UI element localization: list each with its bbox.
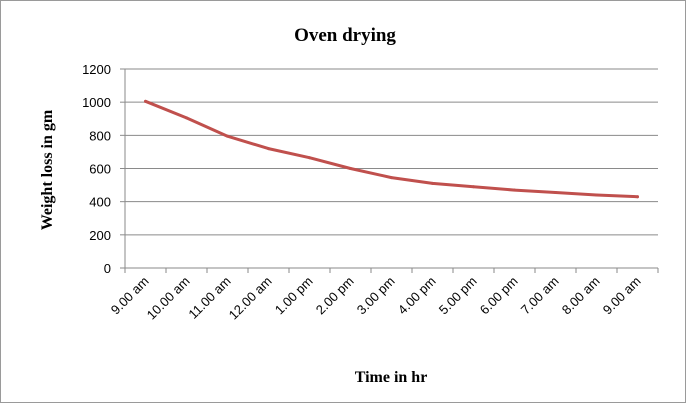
data-point [431, 181, 434, 185]
y-tick-label: 800 [89, 128, 111, 143]
data-point [513, 188, 516, 192]
gridlines [125, 68, 658, 236]
data-point [472, 185, 475, 189]
x-tick-label: 12.00 am [226, 274, 275, 323]
data-point [554, 191, 557, 195]
y-tick-label: 0 [104, 261, 111, 276]
data-point [144, 99, 147, 103]
x-tick-label: 3.00 pm [354, 274, 398, 318]
y-tick-label: 600 [89, 162, 111, 177]
y-tick-label: 1000 [82, 95, 111, 110]
data-point [308, 156, 311, 160]
data-point [595, 193, 598, 197]
y-tick-label: 1200 [82, 62, 111, 77]
data-point [390, 176, 393, 180]
x-tick-label: 7.00 am [518, 274, 562, 318]
chart-title: Oven drying [294, 25, 396, 46]
data-point [226, 134, 229, 138]
axes [120, 68, 659, 273]
series-line [144, 99, 639, 199]
x-tick-label: 1.00 pm [272, 274, 316, 318]
series-group [144, 99, 639, 199]
data-point [636, 195, 639, 199]
x-tick-label: 8.00 am [559, 274, 603, 318]
data-point [185, 116, 188, 120]
y-tick-label: 200 [89, 228, 111, 243]
data-point [349, 167, 352, 170]
x-tick-label: 10.00 am [144, 274, 193, 323]
y-axis-title: Weight loss in gm [39, 109, 56, 230]
y-tick-labels: 0 200 400 600 800 1000 1200 [82, 62, 111, 276]
x-tick-label: 2.00 pm [313, 274, 357, 318]
x-tick-label: 9.00 am [600, 274, 644, 318]
x-tick-label: 4.00 pm [395, 274, 439, 318]
data-point [267, 147, 270, 151]
x-axis-title: Time in hr [355, 369, 428, 386]
x-tick-label: 11.00 am [185, 274, 233, 322]
y-tick-label: 400 [89, 195, 111, 210]
x-tick-label: 6.00 pm [477, 274, 521, 318]
x-tick-label: 5.00 pm [436, 274, 480, 318]
